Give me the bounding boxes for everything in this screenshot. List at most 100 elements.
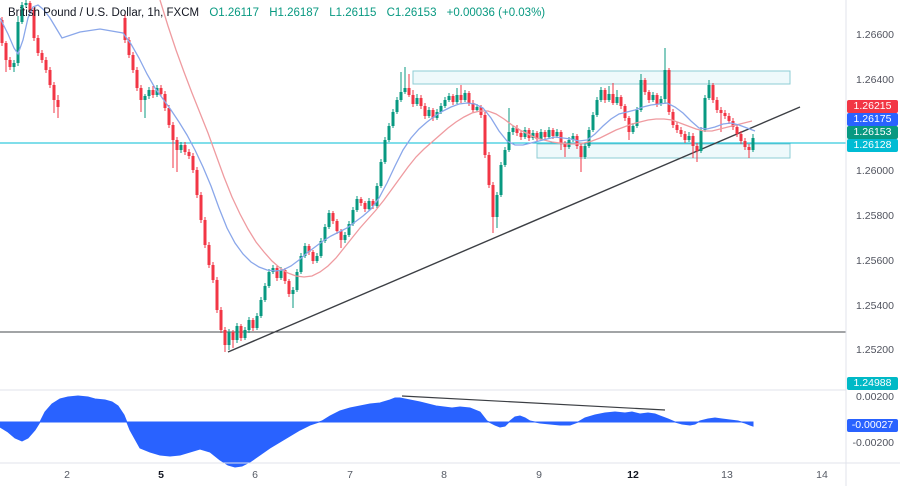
candle-body: [707, 85, 711, 98]
price-axis[interactable]: 1.26600 1.26400 1.26000 1.25800 1.25600 1.254…: [846, 0, 900, 463]
candle-up: [319, 238, 323, 258]
candle-body: [211, 265, 215, 280]
candle-down: [487, 152, 491, 188]
candle-body: [659, 99, 663, 104]
candle-down: [167, 105, 171, 128]
candle-down: [339, 229, 343, 248]
candle-body: [255, 316, 259, 328]
candle-up: [387, 123, 391, 142]
upper-box: [412, 70, 791, 85]
ohlc-low: L1.26115: [329, 7, 377, 19]
candle-body: [383, 140, 387, 162]
candle-down: [44, 57, 48, 73]
candle-down: [359, 197, 363, 206]
candle-up: [699, 127, 703, 153]
time-axis[interactable]: 2 5 6 7 8 9 12 13 14: [0, 463, 900, 486]
candle-body: [551, 130, 555, 136]
rectangle-drawings[interactable]: [412, 70, 791, 159]
candle-down: [123, 14, 127, 43]
symbol-legend[interactable]: British Pound / U.S. Dollar, 1h, FXCM O1…: [8, 7, 545, 19]
candle-body: [543, 132, 547, 137]
candle-body: [347, 224, 351, 235]
candle-body: [183, 145, 187, 152]
candle-body: [167, 108, 171, 125]
candle-body: [487, 155, 491, 185]
candle-body: [339, 231, 343, 240]
candle-body: [8, 60, 12, 67]
candle-down: [627, 116, 631, 140]
lower-box: [536, 143, 791, 159]
candle-body: [427, 110, 431, 116]
candle-body: [239, 326, 243, 338]
time-tick: 8: [441, 469, 447, 481]
candle-body: [327, 213, 331, 227]
time-tick: 5: [158, 469, 164, 481]
candle-body: [499, 165, 503, 195]
candle-up: [639, 74, 643, 112]
candle-body: [139, 88, 143, 100]
candle-body: [431, 110, 435, 118]
symbol-title[interactable]: British Pound / U.S. Dollar, 1h, FXCM: [8, 7, 200, 19]
price-tick: 1.26000: [856, 165, 894, 177]
time-tick: 7: [347, 469, 353, 481]
candle-body: [611, 94, 615, 103]
price-tick: 1.25200: [856, 344, 894, 356]
price-label-chip: -0.00027: [847, 419, 898, 432]
candle-down: [331, 211, 335, 224]
candle-body: [251, 320, 255, 328]
candle-body: [36, 38, 40, 53]
candle-body: [287, 281, 291, 294]
candle-body: [491, 185, 495, 217]
candle-body: [495, 195, 499, 217]
candle-down: [719, 107, 723, 132]
candle-body: [503, 150, 507, 165]
candle-body: [639, 80, 643, 110]
candle-body: [375, 186, 379, 206]
candle-down: [671, 109, 675, 128]
candle-body: [579, 146, 583, 157]
candle-up: [427, 107, 431, 118]
ohlc-close: C1.26153: [386, 7, 437, 19]
candle-body: [699, 130, 703, 151]
line-drawings[interactable]: [0, 106, 846, 411]
candle-body: [675, 125, 679, 130]
candle-up: [327, 210, 331, 229]
candle-body: [751, 138, 755, 150]
candle-body: [335, 221, 339, 231]
candle-body: [127, 40, 131, 55]
price-label-chip: 1.26128: [847, 139, 898, 152]
candle-down: [159, 85, 163, 97]
candle-body: [323, 227, 327, 241]
candle-down: [423, 103, 427, 119]
candle-body: [56, 100, 60, 107]
candle-body: [679, 130, 683, 134]
candle-up: [347, 221, 351, 237]
candle-up: [147, 87, 151, 99]
candle-body: [407, 88, 411, 95]
candle-down: [151, 86, 155, 98]
candle-down: [715, 97, 719, 113]
candle-down: [287, 279, 291, 297]
candle-up: [415, 94, 419, 106]
candle-body: [547, 130, 551, 137]
candle-down: [739, 131, 743, 144]
indicator-trendline: [401, 395, 666, 411]
candle-body: [571, 136, 575, 140]
candle-down: [131, 52, 135, 73]
candle-up: [403, 67, 407, 94]
candle-body: [607, 94, 611, 100]
candle-body: [52, 85, 56, 100]
candle-body: [703, 98, 707, 130]
candle-down: [515, 125, 519, 136]
candle-up: [299, 253, 303, 274]
candle-down: [451, 94, 455, 105]
candle-body: [459, 95, 463, 100]
candle-up: [499, 162, 503, 197]
candle-up: [607, 86, 611, 102]
candle-body: [555, 132, 559, 136]
candle-up: [599, 87, 603, 102]
candle-body: [443, 100, 447, 106]
candle-up: [495, 192, 499, 228]
